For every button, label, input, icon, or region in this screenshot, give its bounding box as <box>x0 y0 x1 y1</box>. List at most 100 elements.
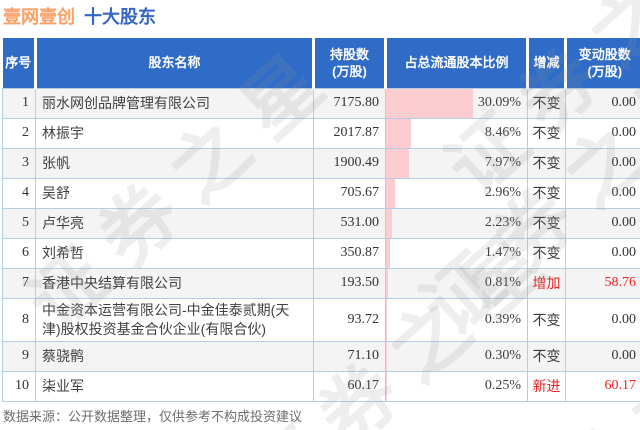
pct-bar <box>386 298 388 341</box>
change-type-cell: 不变 <box>527 237 566 269</box>
pct-value: 8.46% <box>484 125 521 140</box>
shareholder-name-cell: 香港中央结算有限公司 <box>35 267 314 299</box>
rank-cell: 10 <box>2 370 36 402</box>
pct-value: 0.39% <box>484 311 521 327</box>
table-row: 10 柒业军 60.17 0.25% 新进 60.17 <box>2 370 640 402</box>
table-kind-label: 十大股东 <box>84 7 156 27</box>
stock-name-label: 壹网壹创 <box>3 7 75 27</box>
table-row: 1 丽水网创品牌管理有限公司 7175.80 30.09% 不变 0.00 <box>2 87 640 119</box>
pct-cell: 7.97% <box>385 147 528 179</box>
pct-cell: 2.96% <box>385 177 528 209</box>
pct-cell: 0.25% <box>385 370 528 402</box>
pct-cell: 30.09% <box>385 87 528 119</box>
pct-value: 30.09% <box>477 95 521 110</box>
pct-bar <box>386 341 387 371</box>
pct-value: 2.96% <box>484 185 521 200</box>
change-shares-cell: 60.17 <box>565 370 640 402</box>
column-header-rank: 序号 <box>2 38 36 89</box>
rank-cell: 2 <box>2 117 36 149</box>
change-type-cell: 不变 <box>527 147 566 179</box>
change-shares-cell: 0.00 <box>565 297 640 342</box>
change-type-cell: 不变 <box>527 297 566 342</box>
change-shares-cell: 0.00 <box>565 237 640 269</box>
shares-held-cell: 531.00 <box>313 207 386 239</box>
shares-held-cell: 93.72 <box>313 297 386 342</box>
change-type-cell: 不变 <box>527 340 566 372</box>
table-row: 9 蔡骁鹘 71.10 0.30% 不变 0.00 <box>2 340 640 372</box>
shareholder-name-cell: 丽水网创品牌管理有限公司 <box>35 87 314 119</box>
pct-bar <box>386 238 391 268</box>
pct-value: 0.30% <box>484 348 521 363</box>
shareholder-name-cell: 柒业军 <box>35 370 314 402</box>
pct-bar <box>386 268 389 298</box>
shareholder-table: 序号 股东名称 持股数 (万股) 占总流通股本比例 增减 变动股数 (万股) 1… <box>2 38 640 402</box>
change-type-cell: 不变 <box>527 87 566 119</box>
shares-held-cell: 71.10 <box>313 340 386 372</box>
table-row: 4 吴舒 705.67 2.96% 不变 0.00 <box>2 177 640 209</box>
change-shares-cell: 0.00 <box>565 207 640 239</box>
rank-cell: 1 <box>2 87 36 119</box>
column-header-change-shares: 变动股数 (万股) <box>564 38 640 89</box>
shares-held-cell: 193.50 <box>313 267 386 299</box>
table-row: 8 中金资本运营有限公司-中金佳泰贰期(天津)股权投资基金合伙企业(有限合伙) … <box>2 297 640 342</box>
pct-value: 7.97% <box>484 155 521 170</box>
data-source-note: 数据来源：公开数据整理，仅供参考不构成投资建议 <box>3 409 303 424</box>
shareholder-name-cell: 林振宇 <box>35 117 314 149</box>
column-header-shares-held: 持股数 (万股) <box>312 38 386 89</box>
pct-value: 2.23% <box>484 215 521 230</box>
change-type-cell: 增加 <box>527 267 566 299</box>
table-body: 1 丽水网创品牌管理有限公司 7175.80 30.09% 不变 0.00 2 … <box>2 87 640 402</box>
shareholder-name-cell: 张帆 <box>35 147 314 179</box>
shares-held-cell: 705.67 <box>313 177 386 209</box>
column-header-pct-of-float: 占总流通股本比例 <box>384 38 528 89</box>
pct-cell: 8.46% <box>385 117 528 149</box>
pct-bar <box>386 178 395 208</box>
change-shares-cell: 0.00 <box>565 87 640 119</box>
shareholder-table-wrap: 序号 股东名称 持股数 (万股) 占总流通股本比例 增减 变动股数 (万股) 1… <box>2 38 640 402</box>
pct-value: 1.47% <box>484 245 521 260</box>
pct-bar <box>386 371 387 401</box>
rank-cell: 7 <box>2 267 36 299</box>
table-row: 2 林振宇 2017.87 8.46% 不变 0.00 <box>2 117 640 149</box>
change-shares-cell: 58.76 <box>565 267 640 299</box>
pct-bar <box>386 148 410 178</box>
pct-cell: 0.81% <box>385 267 528 299</box>
shareholder-name-cell: 刘希哲 <box>35 237 314 269</box>
shareholder-name-cell: 吴舒 <box>35 177 314 209</box>
rank-cell: 4 <box>2 177 36 209</box>
pct-bar <box>386 208 393 238</box>
change-shares-cell: 0.00 <box>565 147 640 179</box>
shares-held-cell: 1900.49 <box>313 147 386 179</box>
pct-bar <box>386 88 474 118</box>
change-shares-cell: 0.00 <box>565 177 640 209</box>
table-row: 3 张帆 1900.49 7.97% 不变 0.00 <box>2 147 640 179</box>
pct-cell: 1.47% <box>385 237 528 269</box>
shares-held-cell: 60.17 <box>313 370 386 402</box>
shareholder-name-cell: 中金资本运营有限公司-中金佳泰贰期(天津)股权投资基金合伙企业(有限合伙) <box>35 297 314 342</box>
rank-cell: 9 <box>2 340 36 372</box>
column-header-shareholder-name: 股东名称 <box>34 38 314 89</box>
pct-value: 0.25% <box>484 378 521 393</box>
shareholder-name-cell: 蔡骁鹘 <box>35 340 314 372</box>
column-header-change-type: 增减 <box>526 38 566 89</box>
shares-held-cell: 7175.80 <box>313 87 386 119</box>
rank-cell: 8 <box>2 297 36 342</box>
shares-held-cell: 350.87 <box>313 237 386 269</box>
page-title: 壹网壹创 十大股东 <box>3 3 156 29</box>
change-shares-cell: 0.00 <box>565 117 640 149</box>
pct-cell: 2.23% <box>385 207 528 239</box>
rank-cell: 6 <box>2 237 36 269</box>
table-row: 7 香港中央结算有限公司 193.50 0.81% 增加 58.76 <box>2 267 640 299</box>
pct-value: 0.81% <box>484 275 521 290</box>
shares-held-cell: 2017.87 <box>313 117 386 149</box>
rank-cell: 5 <box>2 207 36 239</box>
pct-bar <box>386 118 411 148</box>
change-type-cell: 不变 <box>527 117 566 149</box>
table-row: 5 卢华亮 531.00 2.23% 不变 0.00 <box>2 207 640 239</box>
shareholder-name-cell: 卢华亮 <box>35 207 314 239</box>
rank-cell: 3 <box>2 147 36 179</box>
change-type-cell: 新进 <box>527 370 566 402</box>
change-type-cell: 不变 <box>527 177 566 209</box>
pct-cell: 0.30% <box>385 340 528 372</box>
